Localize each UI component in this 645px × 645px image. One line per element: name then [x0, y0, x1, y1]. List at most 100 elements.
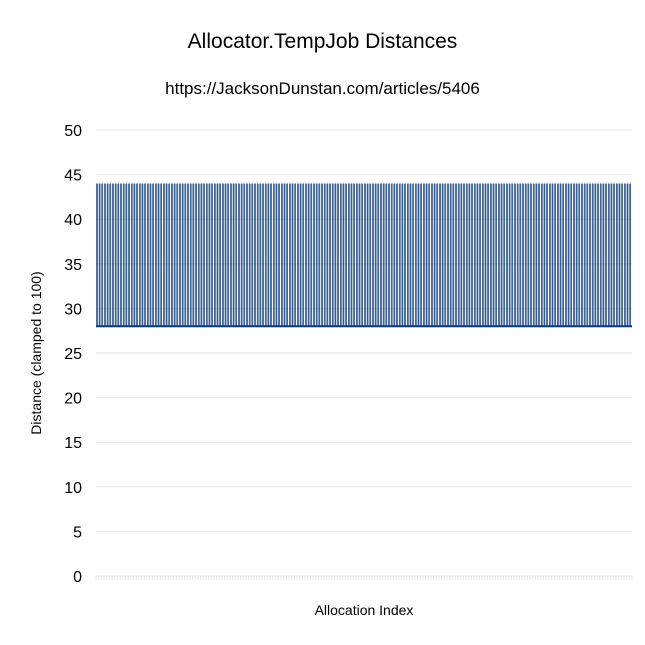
y-tick-labels: 0 5 10 15 20 25 30 35 40 45 50	[64, 123, 82, 586]
bar	[351, 183, 353, 327]
bar	[399, 183, 401, 327]
bar	[568, 183, 570, 327]
bar	[603, 183, 605, 327]
bar	[160, 183, 162, 327]
bar	[465, 183, 467, 327]
bar	[235, 183, 237, 327]
x-ticks	[95, 576, 633, 580]
bar	[214, 183, 215, 327]
bar	[294, 183, 296, 327]
bar	[331, 183, 333, 327]
bar	[219, 183, 221, 327]
bar	[201, 183, 203, 327]
bar	[378, 183, 380, 327]
bar	[382, 183, 384, 327]
bar	[209, 183, 211, 327]
bar	[252, 183, 254, 327]
bar	[165, 183, 167, 327]
bar	[389, 183, 390, 327]
y-axis-title: Distance (clamped to 100)	[28, 271, 44, 434]
bar	[299, 183, 301, 327]
bar	[555, 183, 556, 327]
y-tick-label: 40	[64, 212, 82, 229]
bar	[554, 183, 556, 327]
bar	[394, 183, 396, 327]
bar	[453, 183, 455, 327]
y-tick-label: 25	[64, 346, 82, 363]
bar	[295, 183, 297, 327]
bar	[220, 183, 221, 327]
bar	[374, 183, 376, 327]
y-tick-label: 0	[73, 569, 82, 586]
bar	[184, 183, 186, 327]
bar	[330, 183, 331, 327]
bar	[552, 183, 554, 327]
bar	[445, 183, 447, 327]
bar	[530, 183, 531, 327]
bar	[180, 183, 181, 327]
bar	[163, 183, 165, 327]
y-tick-label: 30	[64, 301, 82, 318]
bar	[216, 183, 218, 327]
bar	[469, 183, 471, 327]
bar	[126, 183, 128, 327]
bar	[104, 183, 105, 327]
bar	[114, 183, 116, 327]
bar	[466, 183, 468, 327]
bar	[477, 183, 479, 327]
bar	[152, 183, 154, 327]
bar	[579, 183, 581, 327]
bar	[292, 183, 294, 327]
bar	[136, 183, 138, 327]
bar	[589, 183, 590, 327]
bar	[329, 183, 330, 327]
bar	[597, 183, 598, 327]
bar	[339, 183, 341, 327]
bar	[372, 183, 373, 327]
bar	[598, 183, 599, 327]
bar	[523, 183, 524, 327]
bar	[150, 183, 152, 327]
bar	[271, 183, 272, 327]
bar	[259, 183, 261, 327]
bar	[247, 183, 248, 327]
bar	[287, 183, 288, 327]
bar	[327, 183, 329, 327]
bar	[122, 183, 124, 327]
bar	[157, 183, 159, 327]
bar	[367, 183, 369, 327]
bar	[583, 183, 585, 327]
bar	[187, 183, 188, 327]
bar	[560, 183, 562, 327]
bar	[340, 183, 342, 327]
bar	[599, 183, 601, 327]
bar	[260, 183, 262, 327]
bar	[606, 183, 607, 327]
bar	[426, 183, 428, 327]
bar	[300, 183, 302, 327]
bar	[284, 183, 286, 327]
bar	[106, 183, 108, 327]
bar	[96, 183, 97, 327]
bar	[120, 183, 121, 327]
bar	[517, 183, 519, 327]
bar	[232, 183, 234, 327]
bar	[173, 183, 175, 327]
bar	[437, 183, 439, 327]
bar	[338, 183, 339, 327]
bar	[204, 183, 205, 327]
bar	[112, 183, 113, 327]
bar	[98, 183, 100, 327]
bar	[525, 183, 527, 327]
bar	[618, 183, 620, 327]
bar	[359, 183, 361, 327]
bar	[528, 183, 530, 327]
bar	[354, 183, 355, 327]
bar	[240, 183, 242, 327]
bar	[514, 183, 515, 327]
bar	[440, 183, 441, 327]
y-tick-label: 20	[64, 391, 82, 408]
bar	[405, 183, 406, 327]
bar	[198, 183, 200, 327]
bar	[322, 183, 323, 327]
